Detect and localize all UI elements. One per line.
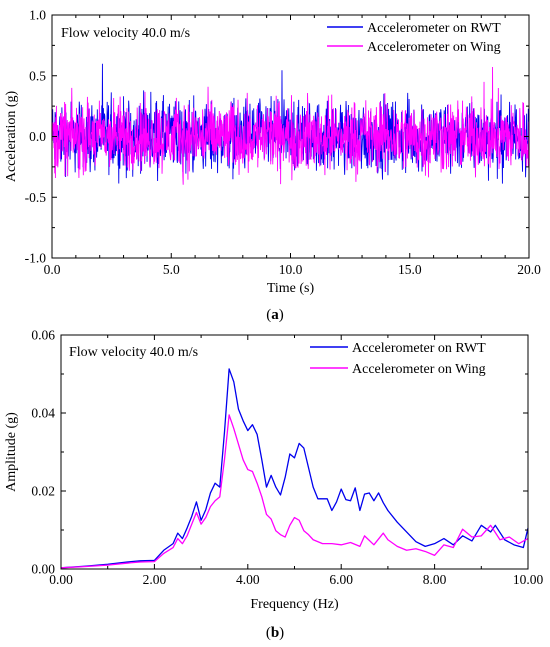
x-tick-label: 8.00 bbox=[423, 572, 447, 587]
x-tick-label: 20.0 bbox=[517, 262, 541, 277]
y-tick-label: -0.5 bbox=[25, 190, 47, 205]
panel-b-legend: Accelerometer on RWT Accelerometer on Wi… bbox=[310, 341, 486, 377]
y-tick-label: 0.5 bbox=[29, 68, 46, 83]
panel-a-caption-letter: a bbox=[271, 307, 279, 323]
panel-b-tick-labels: 0.00 2.00 4.00 6.00 8.00 10.00 0.00 0.02 0.04 0.0… bbox=[31, 328, 543, 588]
x-tick-label: 4.00 bbox=[236, 572, 260, 587]
x-tick-label: 2.00 bbox=[143, 572, 167, 587]
panel-a-ticks bbox=[51, 14, 530, 259]
x-tick-label: 10.00 bbox=[513, 572, 544, 587]
y-tick-label: 0.02 bbox=[31, 484, 55, 499]
x-tick-label: 10.0 bbox=[279, 262, 303, 277]
panel-a-annotation: Flow velocity 40.0 m/s bbox=[61, 26, 190, 41]
panel-b-annotation: Flow velocity 40.0 m/s bbox=[69, 345, 198, 360]
panel-a-series-layer bbox=[52, 63, 529, 185]
panel-b-chart: 0.00 2.00 4.00 6.00 8.00 10.00 0.00 0.02 0.04 0.0… bbox=[4, 328, 543, 642]
panel-a-chart: 0.0 5.0 10.0 15.0 20.0 -1.0 -0.5 0.0 0.5 1.0 Flow… bbox=[4, 8, 541, 324]
panel-a-x-axis-label: Time (s) bbox=[267, 281, 315, 296]
panel-a-legend-label-wing: Accelerometer on Wing bbox=[367, 40, 501, 55]
panel-b-x-axis-label: Frequency (Hz) bbox=[250, 597, 339, 612]
panel-b-caption-letter: b bbox=[271, 625, 279, 641]
series-line-wing bbox=[60, 414, 529, 569]
x-tick-label: 6.00 bbox=[329, 572, 353, 587]
y-tick-label: 1.0 bbox=[29, 8, 46, 23]
panel-a-legend-label-rwt: Accelerometer on RWT bbox=[367, 21, 501, 36]
panel-b-series-layer bbox=[60, 368, 529, 569]
panel-b-legend-label-wing: Accelerometer on Wing bbox=[352, 362, 486, 377]
panel-b-ticks bbox=[60, 334, 529, 570]
y-tick-label: 0.00 bbox=[31, 562, 55, 577]
x-tick-label: 15.0 bbox=[398, 262, 422, 277]
series-line-wing bbox=[52, 67, 529, 185]
panel-a-legend: Accelerometer on RWT Accelerometer on Wi… bbox=[327, 21, 501, 55]
panel-b-legend-label-rwt: Accelerometer on RWT bbox=[352, 341, 486, 356]
panel-a-caption: (a) bbox=[266, 307, 284, 323]
y-tick-label: 0.06 bbox=[31, 328, 55, 343]
y-tick-label: 0.04 bbox=[31, 406, 55, 421]
panel-b-y-axis-label: Amplitude (g) bbox=[4, 412, 19, 492]
x-tick-label: 0.0 bbox=[44, 262, 61, 277]
y-tick-label: 0.0 bbox=[29, 129, 46, 144]
panel-a-tick-labels: 0.0 5.0 10.0 15.0 20.0 -1.0 -0.5 0.0 0.5 1.0 bbox=[25, 8, 541, 278]
x-tick-label: 5.0 bbox=[163, 262, 180, 277]
y-tick-label: -1.0 bbox=[25, 251, 47, 266]
panel-b-caption: (b) bbox=[266, 625, 284, 641]
x-tick-label: 0.00 bbox=[49, 572, 73, 587]
series-line-rwt bbox=[60, 368, 529, 569]
panel-a-y-axis-label: Acceleration (g) bbox=[4, 90, 19, 182]
